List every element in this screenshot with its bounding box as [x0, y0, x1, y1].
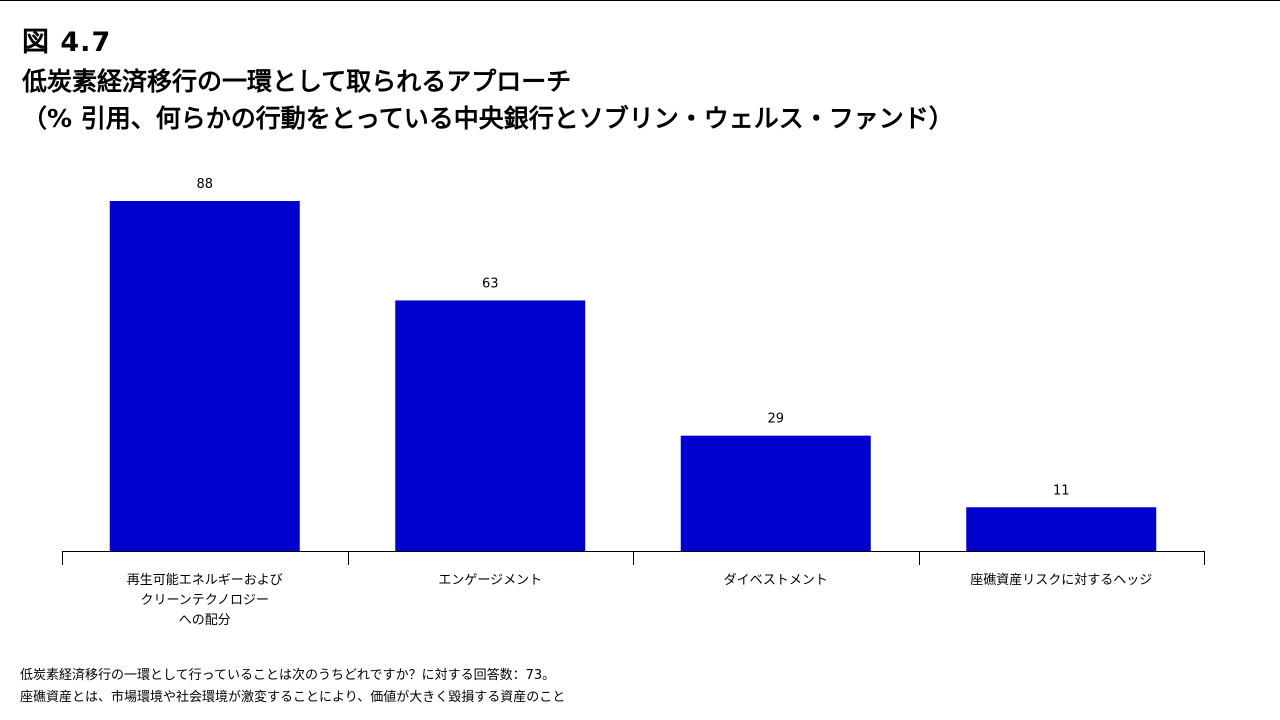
bar [395, 300, 586, 551]
chart-subtitle: （% 引用、何らかの行動をとっている中央銀行とソブリン・ウェルス・ファンド） [22, 104, 954, 133]
data-label: 11 [1053, 483, 1070, 498]
bar [109, 201, 300, 551]
category-label: クリーンテクノロジー [140, 593, 269, 608]
data-label: 88 [196, 177, 213, 192]
category-label: エンゲージメント [438, 573, 542, 588]
bar [680, 435, 871, 551]
category-label: 座礁資産リスクに対するヘッジ [970, 572, 1152, 588]
data-label: 29 [767, 412, 784, 427]
bar [966, 507, 1157, 551]
footnote-definition: 座礁資産とは、市場環境や社会環境が激変することにより、価値が大きく毀損する資産の… [20, 690, 566, 705]
chart-title: 低炭素経済移行の一環として取られるアプローチ [22, 67, 572, 96]
figure-label: 図 4.7 [22, 27, 112, 58]
category-label: 再生可能エネルギーおよび [127, 573, 283, 588]
footnote-respondents: 低炭素経済移行の一環として行っていることは次のうちどれですか？に対する回答数：7… [20, 668, 556, 683]
category-label: への配分 [179, 613, 231, 628]
category-label: ダイベストメント [724, 573, 828, 588]
data-label: 63 [482, 276, 499, 291]
top-rule [0, 0, 1280, 1]
